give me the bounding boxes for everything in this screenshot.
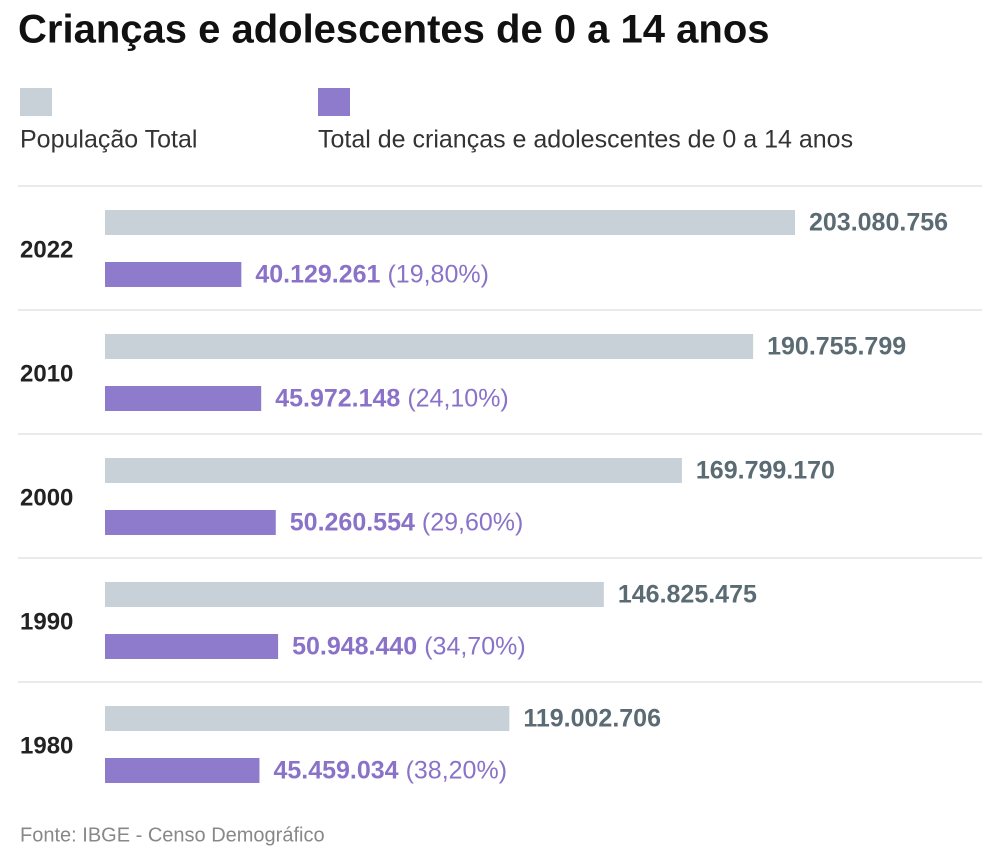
value-label: 146.825.475 <box>618 580 757 608</box>
bar <box>105 758 260 783</box>
share-label: (24,10%) <box>407 384 508 412</box>
value-label-number: 119.002.706 <box>523 704 661 732</box>
bar <box>105 262 242 287</box>
share-label: (34,70%) <box>424 632 525 660</box>
value-label-number: 45.459.034 <box>273 756 398 784</box>
value-label-number: 146.825.475 <box>618 580 757 608</box>
value-label-number: 169.799.170 <box>696 456 835 484</box>
legend-swatch <box>318 88 350 116</box>
value-label: 40.129.261 (19,80%) <box>255 260 489 288</box>
value-label: 50.260.554 (29,60%) <box>290 508 524 536</box>
value-label: 190.755.799 <box>767 332 906 360</box>
share-label: (38,20%) <box>406 756 507 784</box>
y-tick-label: 1990 <box>20 608 73 635</box>
value-label: 45.459.034 (38,20%) <box>273 756 507 784</box>
y-tick-label: 2000 <box>20 484 73 511</box>
value-label: 50.948.440 (34,70%) <box>292 632 526 660</box>
value-label: 169.799.170 <box>696 456 835 484</box>
legend-swatch <box>20 88 52 116</box>
bar <box>105 706 510 731</box>
value-label-number: 50.260.554 <box>290 508 415 536</box>
legend-label: Total de crianças e adolescentes de 0 a … <box>318 126 853 154</box>
value-label-number: 190.755.799 <box>767 332 906 360</box>
bar <box>105 210 795 235</box>
chart-title: Crianças e adolescentes de 0 a 14 anos <box>18 8 770 52</box>
value-label-number: 40.129.261 <box>255 260 380 288</box>
value-label: 203.080.756 <box>809 208 948 236</box>
bar <box>105 634 279 659</box>
y-tick-label: 2010 <box>20 360 73 387</box>
value-label: 45.972.148 (24,10%) <box>275 384 509 412</box>
legend-label: População Total <box>20 126 197 154</box>
share-label: (19,80%) <box>387 260 488 288</box>
value-label-number: 50.948.440 <box>292 632 417 660</box>
bar <box>105 510 276 535</box>
value-label-number: 45.972.148 <box>275 384 400 412</box>
bar <box>105 458 682 483</box>
bar <box>105 386 262 411</box>
value-label-number: 203.080.756 <box>809 208 948 236</box>
y-tick-label: 2022 <box>20 236 73 263</box>
y-tick-label: 1980 <box>20 732 73 759</box>
value-label: 119.002.706 <box>523 704 661 732</box>
bar <box>105 334 754 359</box>
bar <box>105 582 604 607</box>
share-label: (29,60%) <box>422 508 523 536</box>
source: Fonte: IBGE - Censo Demográfico <box>20 824 325 846</box>
